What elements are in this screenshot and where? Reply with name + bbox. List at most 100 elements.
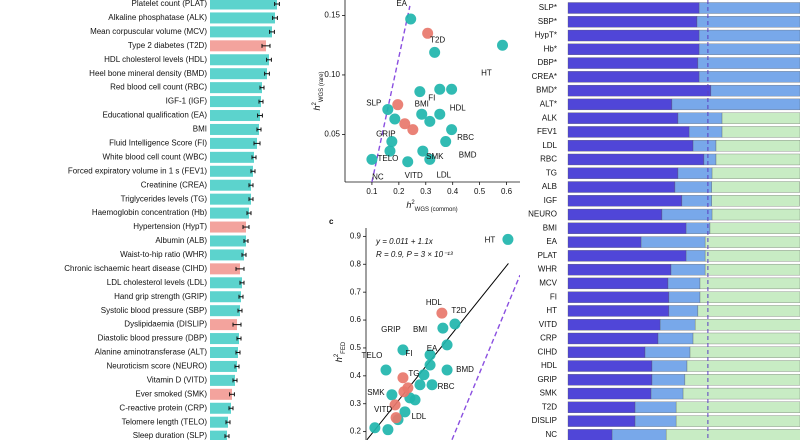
bar-segment	[567, 429, 613, 440]
reference-line	[451, 274, 520, 440]
reference-line	[371, 5, 411, 182]
bar-segment	[567, 277, 669, 290]
bar-segment	[567, 415, 636, 427]
point	[502, 233, 514, 245]
point-label: HT	[485, 236, 496, 245]
point-label: BMD	[459, 151, 477, 160]
point	[422, 27, 434, 39]
bar-segment	[567, 57, 699, 69]
point	[418, 369, 430, 381]
bar-segment	[657, 332, 694, 345]
bar	[210, 0, 277, 10]
category-label: Creatinine (CREA)	[141, 180, 208, 189]
bar-segment	[703, 153, 717, 166]
error-bar	[251, 155, 257, 160]
bar-segment	[684, 374, 800, 386]
category-label: DISLIP	[532, 416, 557, 425]
bar-segment	[694, 319, 800, 331]
bar-segment	[567, 126, 690, 138]
bar-segment	[667, 277, 701, 290]
bar-segment	[674, 181, 712, 193]
point	[416, 108, 428, 120]
bar	[210, 263, 240, 275]
category-label: Mean corpuscular volume (MCV)	[90, 27, 207, 36]
y-tick-label: 0.2	[350, 427, 362, 436]
bar-segment	[567, 250, 687, 262]
category-label: LDL cholesterol levels (LDL)	[107, 278, 208, 287]
category-label: BMD*	[536, 86, 557, 95]
bar-segment	[711, 208, 800, 221]
category-label: WHR	[538, 265, 557, 274]
bar	[210, 416, 228, 428]
point-label: SLP	[366, 99, 381, 108]
bar-segment	[567, 305, 670, 317]
bar-segment	[567, 112, 679, 124]
bar-segment	[651, 360, 688, 372]
bar-segment	[697, 305, 800, 317]
point-label: HDL	[426, 298, 443, 307]
bar-segment	[634, 401, 677, 413]
bar-segment	[698, 43, 800, 55]
bar-segment	[697, 57, 800, 69]
point	[407, 124, 419, 136]
error-bar	[228, 406, 234, 411]
y-tick-label: 0.7	[350, 287, 362, 296]
category-label: FI	[550, 292, 557, 301]
point-label: BMD	[456, 365, 474, 374]
x-tick-label: 0.5	[474, 187, 486, 196]
point-label: GRIP	[381, 325, 401, 334]
axis-label-base: h	[406, 200, 411, 210]
point	[434, 83, 446, 95]
bar-segment	[567, 291, 670, 303]
bar-segment	[689, 346, 800, 358]
category-label: SMK	[540, 389, 558, 398]
bar-segment	[567, 387, 652, 400]
bar	[210, 235, 246, 247]
bar	[210, 40, 266, 52]
error-bar	[269, 29, 275, 34]
error-bar	[234, 364, 240, 369]
point	[399, 406, 411, 418]
error-bar	[232, 322, 242, 327]
category-label: ALB	[542, 182, 557, 191]
bar-segment	[709, 222, 800, 234]
category-label: Platelet count (PLAT)	[132, 0, 208, 8]
point	[380, 364, 392, 376]
bar	[210, 110, 260, 122]
bar-segment	[567, 2, 700, 14]
bar-segment	[659, 319, 696, 331]
y-tick-label: 0.3	[350, 399, 362, 408]
bar-segment	[567, 236, 642, 248]
category-label: BMI	[193, 125, 207, 134]
error-bar	[237, 308, 243, 313]
bar-segment	[671, 98, 800, 111]
bar-segment	[675, 415, 800, 427]
bar-segment	[685, 250, 706, 262]
category-label: Alkaline phosphatase (ALK)	[108, 13, 207, 22]
bar-segment	[567, 181, 676, 193]
point	[366, 153, 378, 165]
point-label: HT	[481, 68, 492, 77]
bar-segment	[668, 291, 701, 303]
bar-segment	[567, 319, 661, 331]
bar-segment	[567, 167, 679, 179]
category-label: Ever smoked (SMK)	[135, 389, 207, 398]
bar-segment	[634, 415, 677, 427]
bar-segment	[668, 305, 699, 317]
bar-segment	[711, 167, 800, 179]
y-tick-label: 0.05	[324, 130, 340, 139]
point-label: TELO	[378, 154, 399, 163]
category-label: Hand grip strength (GRIP)	[114, 292, 207, 301]
bar	[210, 277, 242, 289]
category-label: Telomere length (TELO)	[122, 417, 208, 426]
bar-segment	[698, 29, 800, 42]
point	[402, 382, 414, 394]
point	[441, 339, 453, 351]
category-label: Chronic ischaemic heart disease (CIHD)	[64, 264, 207, 273]
axis-label-sup: 2	[312, 102, 318, 106]
bar	[210, 360, 237, 372]
bar-segment	[699, 291, 800, 303]
point	[382, 424, 394, 436]
point-label: TG	[408, 369, 419, 378]
bar-segment	[721, 126, 800, 138]
